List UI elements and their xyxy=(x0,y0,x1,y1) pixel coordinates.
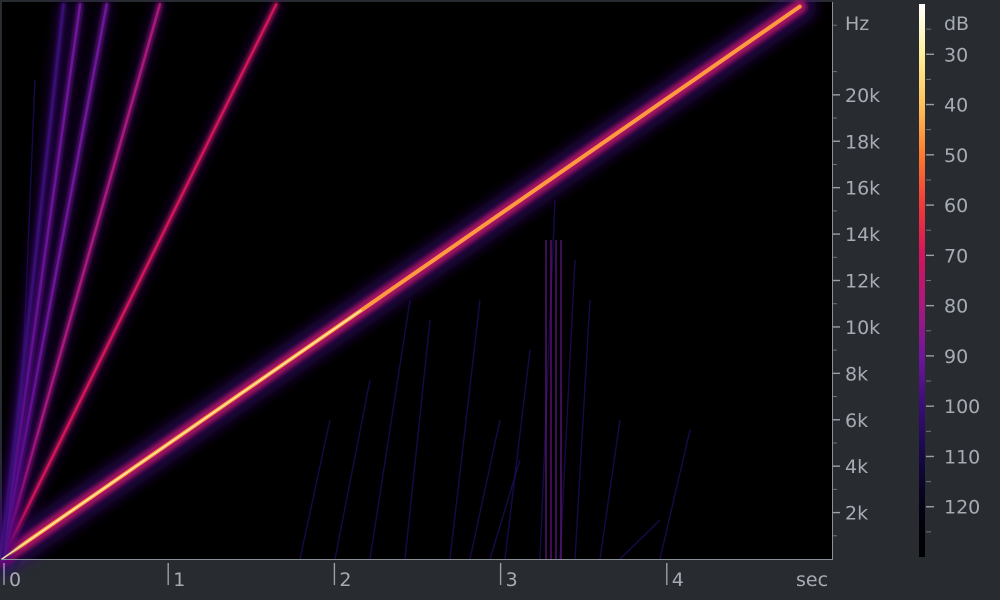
x-tick-label: 2 xyxy=(339,569,351,591)
noise-artifact xyxy=(504,349,531,560)
y-tick-label: 10k xyxy=(845,317,880,339)
x-axis: sec 0 1 2 3 4 xyxy=(3,563,828,591)
x-axis-unit-label: sec xyxy=(796,569,828,591)
noise-artifacts xyxy=(19,79,691,560)
x-tick-label: 1 xyxy=(173,569,185,591)
y-axis-unit-label: Hz xyxy=(845,13,869,35)
noise-artifact xyxy=(659,429,691,560)
y-tick-label: 12k xyxy=(845,271,880,293)
noise-artifact xyxy=(599,419,621,560)
y-tick-label: 16k xyxy=(845,178,880,200)
y-tick-label: 4k xyxy=(845,456,868,478)
sweep-traces xyxy=(0,0,817,576)
noise-artifact xyxy=(334,379,371,560)
colorbar-unit-label: dB xyxy=(944,13,969,35)
colorbar-axis: dB 30 40 50 60 70 80 90 100 110 120 xyxy=(926,13,980,533)
y-tick-label: 8k xyxy=(845,363,868,385)
colorbar-tick-label: 90 xyxy=(944,346,968,368)
colorbar-tick-label: 70 xyxy=(944,245,968,267)
y-tick-label: 14k xyxy=(845,224,880,246)
x-tick-label: 4 xyxy=(672,569,684,591)
colorbar-tick-label: 110 xyxy=(944,446,980,468)
noise-artifact xyxy=(449,299,481,560)
noise-artifact xyxy=(539,199,556,560)
y-tick-label: 6k xyxy=(845,410,868,432)
noise-artifact xyxy=(299,419,331,560)
colorbar-gradient xyxy=(919,4,925,557)
x-tick-label: 3 xyxy=(506,569,518,591)
noise-artifact xyxy=(574,299,591,560)
y-axis: Hz 2k 4k 6k 8k 10k 12k 14k 16k 18k 20k xyxy=(833,13,880,537)
colorbar-tick-label: 30 xyxy=(944,44,968,66)
sweep-core xyxy=(1,309,362,560)
noise-artifact xyxy=(369,299,411,560)
colorbar-tick-label: 50 xyxy=(944,145,968,167)
x-tick-label: 0 xyxy=(9,569,21,591)
noise-artifact xyxy=(404,319,431,560)
y-tick-label: 2k xyxy=(845,503,868,525)
noise-artifact xyxy=(469,419,501,560)
y-tick-label: 20k xyxy=(845,85,880,107)
sweep-line xyxy=(0,3,278,561)
sweep-line xyxy=(0,3,162,561)
noise-artifact xyxy=(619,519,661,560)
noise-artifact xyxy=(559,259,576,560)
colorbar-tick-label: 40 xyxy=(944,95,968,117)
colorbar-tick-label: 80 xyxy=(944,296,968,318)
sweep-line xyxy=(0,3,65,561)
y-tick-label: 18k xyxy=(845,131,880,153)
colorbar-tick-label: 60 xyxy=(944,195,968,217)
colorbar-tick-label: 100 xyxy=(944,396,980,418)
colorbar-tick-label: 120 xyxy=(944,497,980,519)
